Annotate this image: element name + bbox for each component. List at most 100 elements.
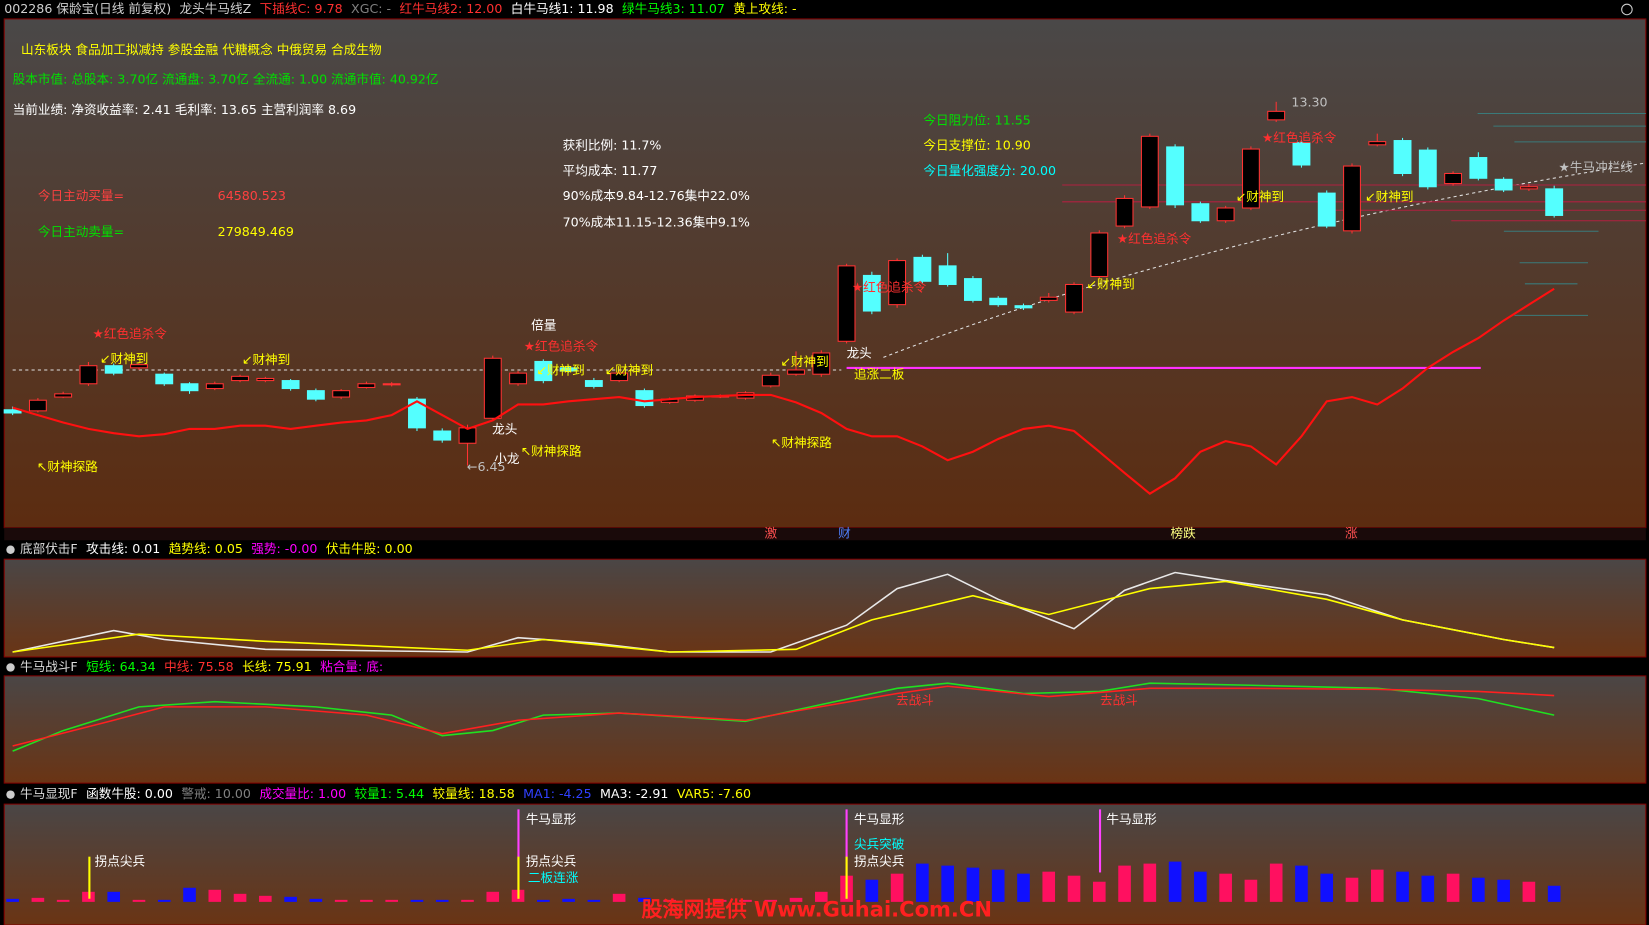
- volume-bar: [1472, 877, 1485, 902]
- candle-body: [913, 256, 932, 282]
- title-item: MA3: -2.91: [600, 786, 668, 801]
- volume-bar: [991, 869, 1005, 902]
- volume-bar: [1118, 865, 1131, 902]
- candle-body: [231, 375, 250, 382]
- candle-body: [1418, 149, 1437, 188]
- candle-body: [1317, 192, 1336, 227]
- candle-body: [458, 427, 477, 444]
- candle-body: [1115, 197, 1134, 227]
- candle-body: [1545, 188, 1564, 216]
- title-item: XGC: -: [351, 1, 391, 16]
- annotation: 拐点尖兵: [526, 853, 576, 868]
- candle-body: [1292, 142, 1311, 166]
- title-item: 龙头牛马线Z: [180, 1, 252, 16]
- indicator-line: [12, 571, 1555, 653]
- candle-body: [1166, 146, 1185, 206]
- candle-body: [1368, 141, 1387, 146]
- annotation: 13.30: [1291, 95, 1327, 110]
- candle-body: [1140, 135, 1159, 208]
- volume-bar: [890, 873, 904, 902]
- candle-body: [1216, 207, 1235, 222]
- panel-icon: [6, 663, 15, 672]
- volume-bar: [461, 899, 474, 902]
- candle-body: [332, 390, 351, 398]
- annotation: ↖财神探路: [771, 435, 832, 450]
- candle-body: [989, 297, 1008, 306]
- annotation: ↖财神探路: [37, 459, 98, 474]
- volume-bar: [1092, 881, 1106, 902]
- title-item: 较量1: 5.44: [355, 786, 425, 801]
- annotation: 小龙: [494, 451, 520, 466]
- annotation: ↙财神到: [242, 352, 290, 367]
- panel-icon: [6, 545, 15, 554]
- annotation: ★红色追杀令: [1262, 130, 1337, 145]
- info-text: 90%成本9.84-12.76集中22.0%: [563, 188, 750, 203]
- volume-bar: [1143, 863, 1157, 902]
- volume-bar: [562, 898, 575, 902]
- indicator-line: [12, 287, 1555, 495]
- title-item: 牛马显现F: [20, 786, 78, 801]
- volume-bar: [966, 867, 980, 902]
- volume-bar: [688, 899, 702, 902]
- volume-bar: [435, 899, 449, 902]
- volume-bar: [360, 899, 373, 902]
- annotation: 牛马显形: [854, 811, 905, 826]
- panel-4: [3, 803, 1647, 925]
- annotation: 拐点尖兵: [854, 853, 904, 868]
- candle-body: [79, 365, 98, 385]
- main-panel: [3, 18, 1647, 529]
- volume-bar: [1345, 877, 1359, 902]
- info-text: 当前业绩: 净资收益率: 2.41 毛利率: 13.65 主营利润率 8.69: [13, 102, 356, 117]
- signal-marker: 榜跌: [1170, 525, 1196, 540]
- title-item: 黄上攻线: -: [733, 1, 796, 16]
- annotation: 二板连涨: [528, 870, 579, 885]
- volume-bar: [1446, 873, 1460, 902]
- volume-bar: [1269, 863, 1283, 902]
- volume-bar: [1295, 865, 1308, 902]
- volume-bar: [107, 891, 121, 902]
- candle-body: [509, 372, 527, 385]
- annotation: ↙财神到: [536, 363, 584, 378]
- candle-body: [610, 372, 629, 382]
- candle-body: [761, 374, 780, 387]
- volume-bar: [789, 897, 803, 902]
- volume-bar: [1244, 879, 1258, 902]
- annotation: ←6.45: [467, 459, 506, 474]
- annotation: 龙头: [847, 346, 872, 361]
- indicator-line: [12, 682, 1555, 752]
- title-item: VAR5: -7.60: [677, 786, 751, 801]
- volume-bar: [1168, 861, 1182, 902]
- volume-profile: [1477, 112, 1646, 316]
- panel-icon: [6, 790, 15, 799]
- annotation: ↙财神到: [1086, 276, 1134, 291]
- annotation: ↙财神到: [100, 351, 148, 366]
- info-text: 今日阻力位: 11.55: [923, 112, 1030, 127]
- volume-bar: [1370, 869, 1384, 902]
- candle-body: [837, 265, 856, 342]
- candle-body: [812, 352, 831, 375]
- title-item: MA1: -4.25: [523, 786, 591, 801]
- info-text: 今日量化强度分: 20.00: [923, 163, 1056, 178]
- title-item: 红牛马线2: 12.00: [400, 1, 503, 16]
- volume-bar: [1017, 873, 1030, 902]
- candle-body: [433, 430, 452, 441]
- candle-body: [155, 373, 174, 385]
- candle-body: [1090, 232, 1109, 278]
- close-icon[interactable]: [1621, 3, 1633, 16]
- signal-marker: 激: [765, 525, 778, 540]
- annotation: ★牛马冲栏线: [1559, 160, 1634, 175]
- candle-body: [54, 393, 73, 398]
- info-text: 今日支撑位: 10.90: [923, 138, 1030, 153]
- annotation: 龙头: [492, 421, 517, 436]
- info-text: 股本市值: 总股本: 3.70亿 流通盘: 3.70亿 全流通: 1.00 流通…: [13, 71, 439, 86]
- candle-body: [382, 383, 401, 386]
- candle-body: [1014, 305, 1033, 309]
- annotation: ★红色追杀令: [524, 338, 599, 353]
- volume-bar: [183, 887, 196, 902]
- volume-bar: [865, 879, 879, 902]
- title-item: 粘合量: 底:: [320, 659, 383, 674]
- volume-bar: [1396, 871, 1409, 902]
- candle-body: [180, 383, 199, 392]
- volume-bar: [941, 865, 954, 902]
